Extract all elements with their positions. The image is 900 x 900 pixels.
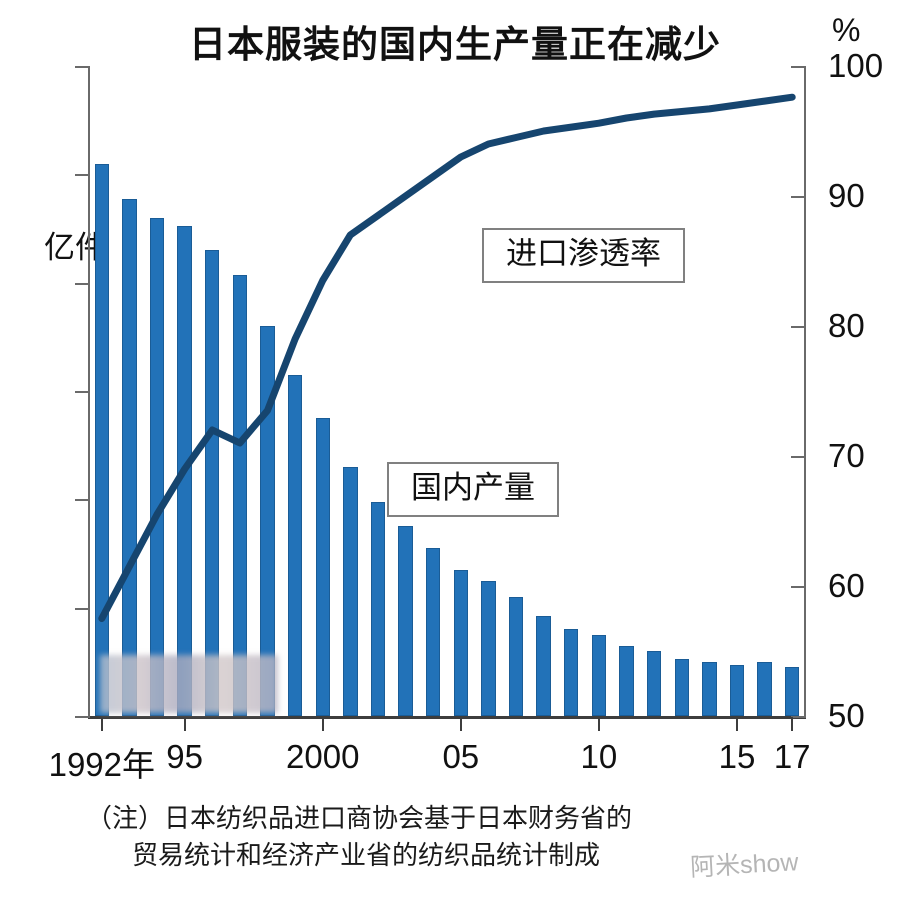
bar [481, 580, 496, 716]
bar [729, 664, 745, 716]
legend-label-import-rate: 进口渗透率 [482, 228, 685, 283]
left-tick-mark [75, 282, 90, 285]
right-tick-label: 80 [828, 307, 865, 344]
bar [149, 217, 165, 716]
bar [370, 502, 386, 716]
legend-label-domestic-output: 国内产量 [387, 462, 559, 517]
x-tick-label: 95 [166, 738, 203, 775]
x-tick-mark [100, 717, 103, 731]
x-tick-label: 15 [718, 738, 756, 775]
bar [94, 163, 109, 716]
footnote-line-2: 贸易统计和经济产业省的纺织品统计制成 [132, 839, 601, 870]
x-axis-line [88, 716, 806, 719]
right-tick-label: 90 [828, 177, 865, 214]
left-tick-mark [75, 499, 90, 502]
right-tick-mark [791, 66, 806, 68]
footnote-line-1: （注）日本纺织品进口商协会基于日本财务省的 [86, 803, 633, 833]
bar [122, 198, 137, 716]
x-tick-label: 1992年 [48, 746, 156, 783]
page-title: 日本服装的国内生产量正在减少 [189, 24, 721, 65]
x-tick-mark [459, 717, 462, 731]
bar [453, 569, 468, 716]
right-tick-mark [791, 326, 806, 328]
footnote: （注）日本纺织品进口商协会基于日本财务省的 贸易统计和经济产业省的纺织品统计制成 [86, 800, 886, 874]
bar [205, 250, 220, 716]
x-tick-label: 10 [580, 738, 618, 775]
bar [785, 667, 800, 716]
left-tick-mark [75, 174, 90, 177]
right-tick-label: 100 [828, 47, 884, 84]
right-tick-label: 70 [828, 437, 865, 474]
bar [426, 548, 441, 716]
bar [315, 418, 330, 716]
left-tick-mark [75, 716, 90, 718]
bar [287, 374, 303, 716]
bar [398, 526, 413, 716]
bar [177, 225, 192, 716]
bar [702, 661, 717, 716]
bar [260, 326, 275, 716]
x-tick-label: 17 [773, 738, 811, 775]
bar [343, 466, 358, 716]
bar [591, 634, 607, 716]
bar [232, 274, 248, 716]
right-tick-mark [791, 456, 806, 458]
line-series-import-rate [98, 93, 796, 622]
right-tick-mark [791, 196, 806, 198]
right-axis-unit-label: % [832, 12, 861, 48]
x-tick-mark [735, 717, 738, 731]
x-tick-mark [183, 717, 186, 731]
left-tick-mark [75, 391, 90, 393]
x-tick-label: 05 [442, 738, 480, 775]
bar [508, 596, 524, 716]
bar [757, 661, 772, 716]
bar [674, 659, 689, 716]
bar [564, 629, 579, 716]
bar [619, 645, 634, 716]
left-tick-mark [75, 66, 90, 68]
bar [536, 615, 551, 716]
right-axis-line [804, 66, 806, 718]
x-tick-mark [321, 717, 324, 731]
x-tick-label: 2000 [286, 738, 360, 775]
x-tick-mark [597, 717, 600, 731]
right-tick-label: 60 [828, 567, 865, 604]
left-tick-mark [75, 607, 90, 610]
right-tick-mark [791, 716, 806, 718]
right-tick-mark [791, 586, 806, 588]
bar [646, 651, 662, 716]
x-tick-mark [791, 717, 794, 731]
right-tick-label: 50 [828, 697, 865, 734]
